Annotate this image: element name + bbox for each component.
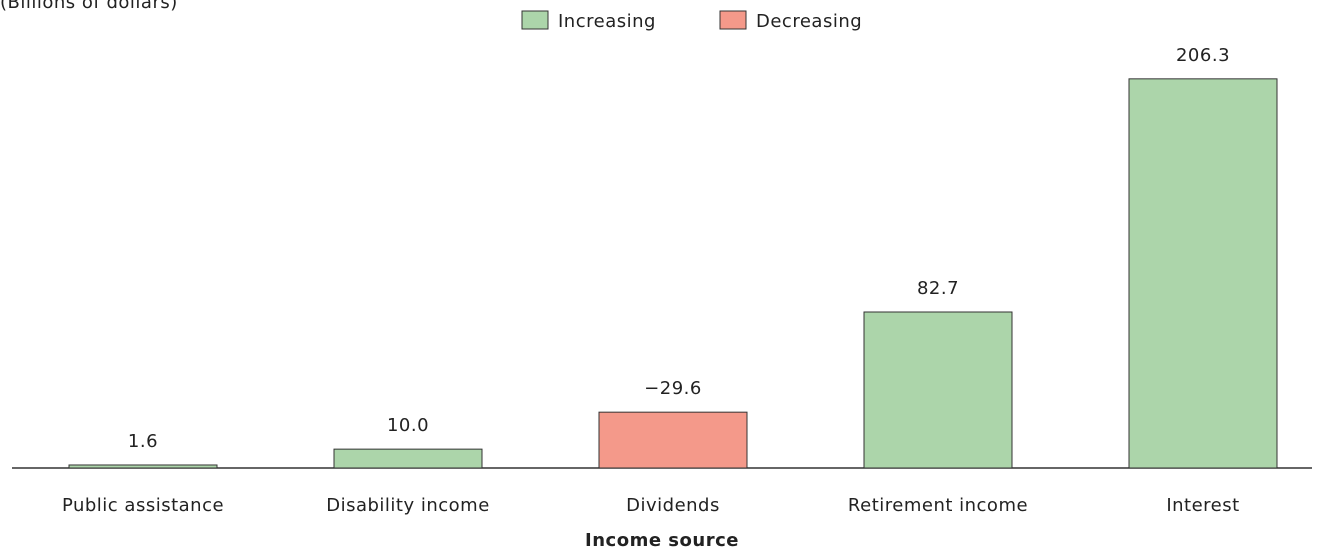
value-label: 206.3 xyxy=(1176,45,1230,66)
x-tick-label: Public assistance xyxy=(62,495,224,516)
legend-swatch xyxy=(521,10,549,30)
legend-label: Increasing xyxy=(558,11,656,32)
value-label: 1.6 xyxy=(128,431,158,452)
x-tick-label: Disability income xyxy=(326,495,490,516)
value-label: −29.6 xyxy=(644,378,702,399)
legend-swatch xyxy=(719,10,747,30)
x-axis-label: Income source xyxy=(585,530,739,551)
legend-label: Decreasing xyxy=(756,11,862,32)
x-tick-label: Retirement income xyxy=(848,495,1028,516)
x-tick-label: Interest xyxy=(1166,495,1239,516)
bar xyxy=(68,464,218,469)
bar xyxy=(863,311,1013,469)
value-label: 82.7 xyxy=(917,278,959,299)
x-tick-label: Dividends xyxy=(626,495,720,516)
value-label: 10.0 xyxy=(387,415,429,436)
bar xyxy=(333,448,483,469)
bar xyxy=(1128,78,1278,469)
bar xyxy=(598,411,748,469)
chart-subtitle: (Billions of dollars) xyxy=(0,0,178,13)
